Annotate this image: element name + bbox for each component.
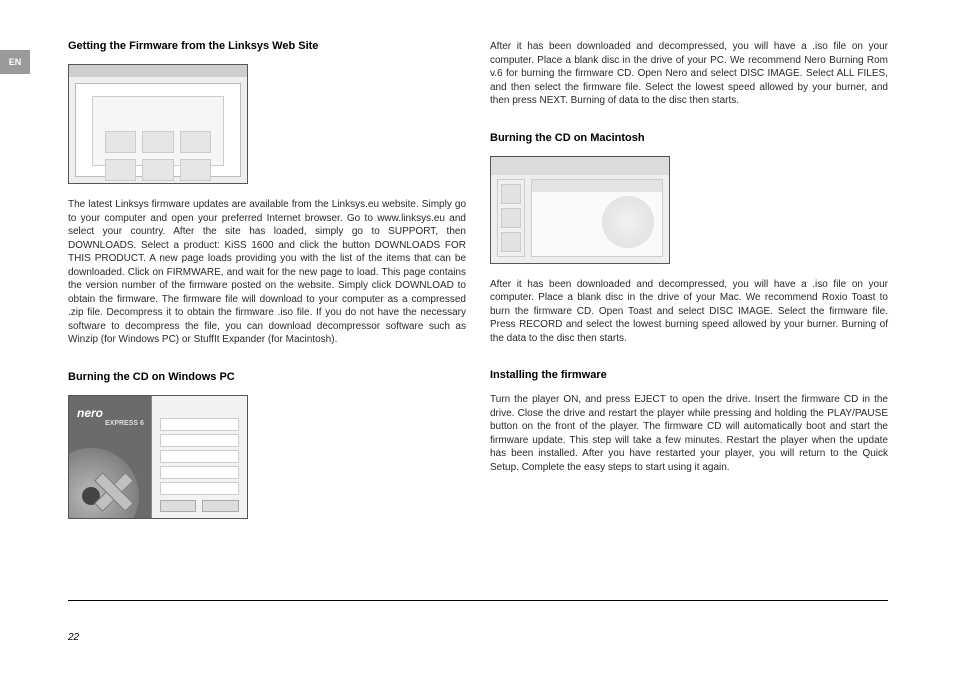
page-content: Getting the Firmware from the Linksys We… [68,40,888,537]
figure3-main-head [532,180,662,192]
heading-install-firmware: Installing the firmware [490,369,888,381]
figure3-titlebar [491,157,669,175]
figure2-footer [160,500,239,512]
heading-firmware-web: Getting the Firmware from the Linksys We… [68,40,466,52]
figure1-body [75,83,241,177]
figure1-chrome [69,65,247,77]
heading-burn-mac: Burning the CD on Macintosh [490,132,888,144]
figure2-right-panel [151,396,247,518]
section-burn-mac: Burning the CD on Macintosh After it has… [490,132,888,346]
list-item [160,482,239,495]
figure-toast-screenshot [490,156,670,264]
list-item [160,450,239,463]
right-column: After it has been downloaded and decompr… [490,40,888,537]
nero-brand: nero [77,406,103,420]
section-burn-pc-cont: After it has been downloaded and decompr… [490,40,888,108]
page-number: 22 [68,632,79,643]
section-burn-windows: Burning the CD on Windows PC nero EXPRES… [68,371,466,519]
x-icon [93,470,135,512]
figure-browser-screenshot [68,64,248,184]
list-item [160,466,239,479]
sidebar-item [501,184,521,204]
figure-nero-screenshot: nero EXPRESS 6 [68,395,248,519]
columns: Getting the Firmware from the Linksys We… [68,40,888,537]
nero-sub: EXPRESS 6 [105,420,144,427]
figure3-main [531,179,663,257]
horizontal-rule [68,600,888,601]
figure2-left-panel: nero EXPRESS 6 [69,396,151,518]
figure3-sidebar [497,179,525,257]
list-item [160,434,239,447]
language-tab: EN [0,50,30,74]
list-item [160,418,239,431]
body-burn-pc-cont: After it has been downloaded and decompr… [490,40,888,108]
left-column: Getting the Firmware from the Linksys We… [68,40,466,537]
figure1-row [105,159,211,181]
disc-icon [602,196,654,248]
body-firmware-web: The latest Linksys firmware updates are … [68,198,466,347]
figure1-row [105,131,211,153]
sidebar-item [501,232,521,252]
figure1-panel [92,96,224,166]
heading-burn-windows: Burning the CD on Windows PC [68,371,466,383]
section-firmware-web: Getting the Firmware from the Linksys We… [68,40,466,347]
section-install-firmware: Installing the firmware Turn the player … [490,369,888,474]
sidebar-item [501,208,521,228]
body-install-firmware: Turn the player ON, and press EJECT to o… [490,393,888,474]
body-burn-mac: After it has been downloaded and decompr… [490,278,888,346]
